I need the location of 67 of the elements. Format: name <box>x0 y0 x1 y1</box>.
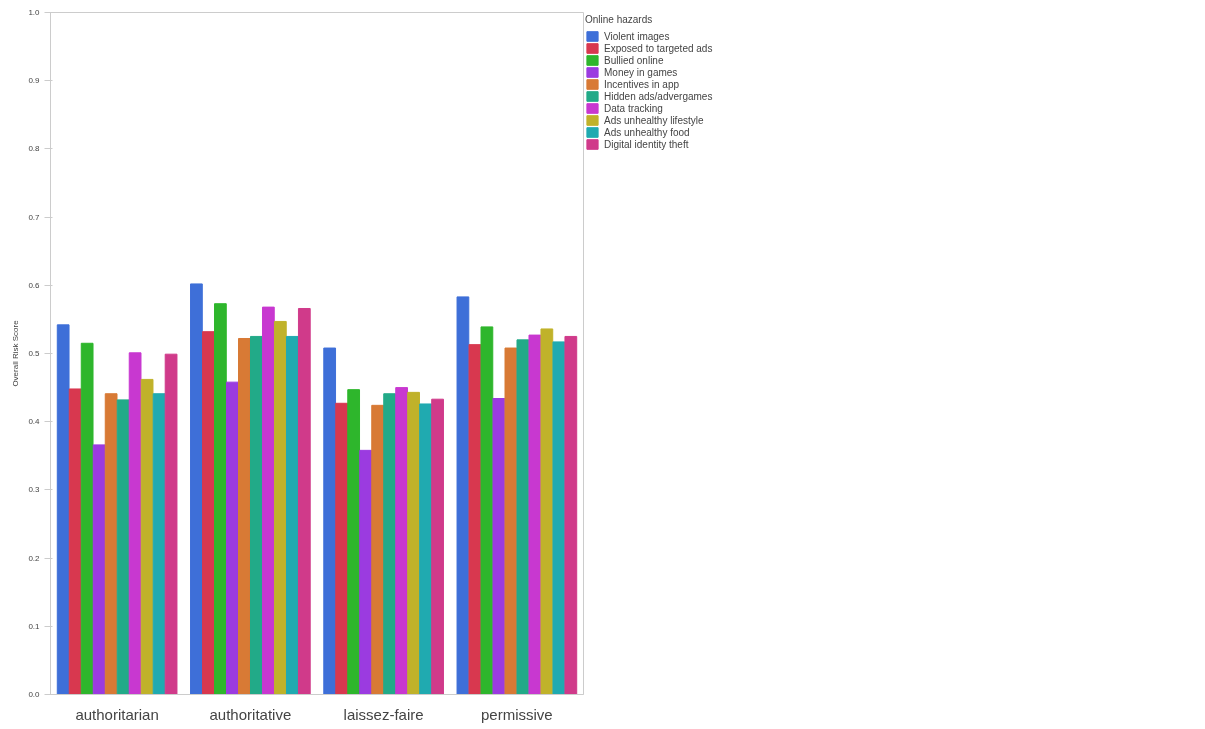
bar <box>371 404 385 695</box>
legend-label: Ads unhealthy lifestyle <box>604 114 704 126</box>
legend-label: Bullied online <box>604 54 664 66</box>
y-tick-label: 0.7 <box>28 212 41 222</box>
bar <box>164 353 178 695</box>
bar <box>564 335 578 695</box>
bar <box>92 444 106 695</box>
legend-label: Ads unhealthy food <box>604 126 690 138</box>
x-tick-label: laissez-faire <box>343 705 424 723</box>
bar <box>297 307 311 695</box>
bar <box>504 347 518 695</box>
bar <box>480 326 494 695</box>
bar <box>492 398 506 695</box>
bar <box>285 335 299 695</box>
bar <box>347 389 361 695</box>
bar <box>528 334 542 695</box>
bar <box>335 402 349 695</box>
bar <box>431 398 444 695</box>
bar <box>540 328 554 695</box>
bar <box>214 303 227 695</box>
bar <box>407 391 420 695</box>
bar <box>80 342 94 695</box>
legend-label: Digital identity theft <box>604 138 689 150</box>
bar <box>261 306 275 695</box>
y-tick-label: 0.3 <box>28 485 41 495</box>
bar <box>116 399 130 695</box>
bar <box>226 381 239 695</box>
bar <box>383 393 396 695</box>
legend-label: Incentives in app <box>604 78 680 90</box>
bar <box>395 387 408 695</box>
bar <box>202 331 215 695</box>
x-tick-label: authoritative <box>209 705 292 723</box>
y-tick-label: 0.4 <box>28 417 41 427</box>
y-tick-label: 0.2 <box>28 553 41 563</box>
bar <box>140 378 154 695</box>
bar <box>552 341 566 695</box>
legend-label: Data tracking <box>604 102 663 114</box>
legend-label: Exposed to targeted ads <box>604 42 713 54</box>
legend-title: Online hazards <box>585 14 654 25</box>
y-axis-title: Overall Risk Score <box>11 319 21 387</box>
bar <box>419 403 432 695</box>
y-tick-label: 0.1 <box>28 621 41 631</box>
bar <box>273 320 287 695</box>
bar <box>190 283 203 695</box>
y-tick-label: 0.5 <box>28 349 41 358</box>
y-tick-label: 0.9 <box>28 76 41 86</box>
bar <box>128 352 142 695</box>
bar <box>323 347 337 695</box>
y-tick-label: 0.8 <box>28 144 41 154</box>
bar <box>516 339 530 695</box>
legend-label: Hidden ads/advergames <box>604 90 713 102</box>
bar <box>68 388 82 695</box>
legend-label: Violent images <box>604 30 670 42</box>
x-tick-label: permissive <box>481 705 553 723</box>
bar <box>238 338 251 695</box>
y-tick-label: 1.0 <box>28 8 41 17</box>
bar <box>359 449 373 695</box>
bar <box>104 393 118 695</box>
x-tick-label: authoritarian <box>75 705 159 723</box>
y-tick-label: 0.0 <box>28 690 41 699</box>
bar <box>456 296 470 695</box>
legend-label: Money in games <box>604 66 678 78</box>
y-tick-label: 0.6 <box>28 280 41 290</box>
bar <box>56 324 70 695</box>
bar <box>468 344 482 695</box>
bar <box>249 335 263 695</box>
bar <box>152 393 166 695</box>
